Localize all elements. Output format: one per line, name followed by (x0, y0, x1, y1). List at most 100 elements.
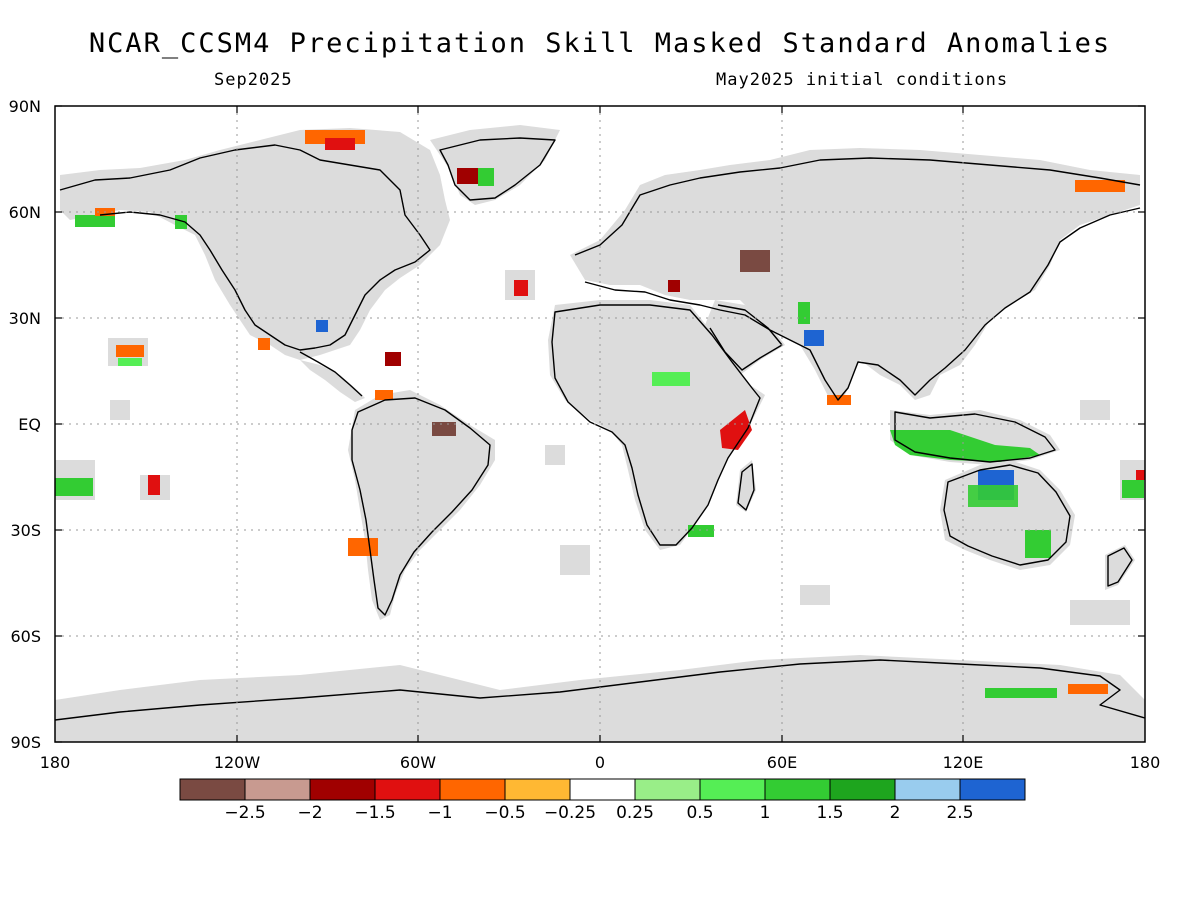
colorbar-swatch (699, 778, 766, 801)
anomaly-patch (740, 250, 770, 272)
colorbar-label: −2.5 (224, 803, 265, 823)
anomaly-patch (457, 168, 479, 184)
anomaly-patch (720, 410, 752, 450)
lon-label: 0 (595, 753, 605, 772)
anomaly-patch (1075, 180, 1125, 192)
anomaly-patch (348, 538, 378, 556)
anomaly-patch (148, 475, 160, 495)
colorbar-swatch (374, 778, 441, 801)
anomaly-patch (258, 338, 270, 350)
anomaly-patch (375, 390, 393, 400)
anomaly-patches (55, 130, 1145, 698)
latitude-labels: 90N 60N 30N EQ 30S 60S 90S (9, 97, 41, 752)
mask-patch (1080, 400, 1110, 420)
coast-north-america (59, 144, 431, 351)
initial-conditions: May2025 initial conditions (716, 70, 1009, 90)
colorbar-labels: −2.5 −2 −1.5 −1 −0.5 −0.25 0.25 0.5 1 1.5 2 2.5 (224, 803, 973, 823)
anomaly-patch (688, 525, 714, 537)
anomaly-patch (514, 280, 528, 296)
anomaly-patch (55, 478, 93, 496)
mask-patch (1070, 600, 1130, 625)
eurasia (570, 148, 1140, 400)
coast-australia (943, 464, 1071, 566)
coast-new-zealand (1107, 547, 1133, 587)
colorbar-swatch (179, 778, 246, 801)
mask-patch (800, 585, 830, 605)
colorbar (179, 778, 1026, 801)
map-frame (54, 105, 1146, 743)
map-title: NCAR_CCSM4 Precipitation Skill Masked St… (88, 28, 1112, 59)
coast-central-america (299, 351, 363, 397)
mask-patch (560, 545, 590, 575)
lat-label: 60N (9, 203, 41, 222)
anomaly-patch (432, 422, 456, 436)
anomaly-patch (118, 358, 142, 366)
anomaly-patch (1068, 684, 1108, 694)
lon-label: 120E (943, 753, 984, 772)
coast-south-america (351, 397, 491, 616)
north-america (60, 128, 450, 360)
anomaly-patch (175, 215, 187, 229)
colorbar-label: 2.5 (946, 803, 973, 823)
colorbar-label: −0.25 (544, 803, 596, 823)
colorbar-label: −1 (427, 803, 452, 823)
anomaly-patch (968, 485, 1018, 507)
colorbar-label: 0.25 (616, 803, 654, 823)
anomaly-patch (985, 688, 1057, 698)
graticule (55, 106, 1145, 742)
anomaly-patch (385, 352, 401, 366)
colorbar-swatch (959, 778, 1026, 801)
colorbar-label: 1.5 (816, 803, 843, 823)
colorbar-swatch (439, 778, 506, 801)
anomaly-patch (804, 330, 824, 346)
coast-eurasia (574, 157, 1141, 256)
mask-patch (110, 400, 130, 420)
lon-label: 180 (1130, 753, 1161, 772)
anomaly-patch (478, 168, 494, 186)
anomaly-patch (798, 302, 810, 324)
lat-label: 60S (10, 627, 41, 646)
anomaly-patch (325, 138, 355, 150)
colorbar-swatch (244, 778, 311, 801)
lon-label: 180 (40, 753, 71, 772)
arabia (705, 300, 785, 375)
anomaly-patch (668, 280, 680, 292)
antarctica (55, 655, 1145, 742)
lat-label: 90S (10, 733, 41, 752)
central-america (300, 360, 365, 402)
coastlines (54, 137, 1146, 721)
lat-label: 30N (9, 309, 41, 328)
lat-label: EQ (18, 415, 41, 434)
coast-south-asia (584, 207, 1141, 401)
colorbar-swatch (504, 778, 571, 801)
anomaly-patch (1025, 530, 1051, 558)
anomaly-patch (316, 320, 328, 332)
colorbar-swatch (764, 778, 831, 801)
colorbar-swatch (894, 778, 961, 801)
lon-label: 60W (400, 753, 436, 772)
colorbar-swatch (634, 778, 701, 801)
anomaly-patch (1122, 480, 1144, 498)
africa (548, 300, 765, 550)
forecast-month: Sep2025 (214, 70, 293, 90)
coast-africa (551, 304, 761, 546)
colorbar-label: −2 (297, 803, 322, 823)
lat-label: 30S (10, 521, 41, 540)
coast-madagascar (737, 463, 755, 511)
anomaly-patch (827, 395, 851, 405)
lon-label: 60E (767, 753, 797, 772)
colorbar-swatch (829, 778, 896, 801)
colorbar-label: 2 (890, 803, 901, 823)
anomaly-patch (75, 215, 115, 227)
colorbar-label: 1 (760, 803, 771, 823)
mask-patch (545, 445, 565, 465)
lon-label: 120W (214, 753, 261, 772)
colorbar-swatch (569, 778, 636, 801)
colorbar-label: −0.5 (484, 803, 525, 823)
colorbar-label: 0.5 (686, 803, 713, 823)
new-zealand (1105, 545, 1135, 590)
anomaly-patch (1136, 470, 1145, 480)
lat-label: 90N (9, 97, 41, 116)
coast-greenland (439, 137, 556, 201)
